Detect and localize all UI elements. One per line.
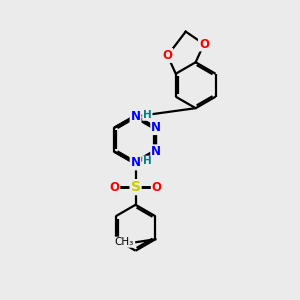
Text: O: O [199,38,209,50]
Text: O: O [110,181,119,194]
Text: S: S [130,180,141,194]
Text: N: N [130,157,141,169]
Text: O: O [152,181,162,194]
Text: N: N [151,121,161,134]
Text: H: H [143,157,152,166]
Text: O: O [163,49,172,62]
Text: N: N [151,145,161,158]
Text: CH₃: CH₃ [115,237,134,247]
Text: N: N [130,110,141,123]
Text: H: H [143,110,152,120]
